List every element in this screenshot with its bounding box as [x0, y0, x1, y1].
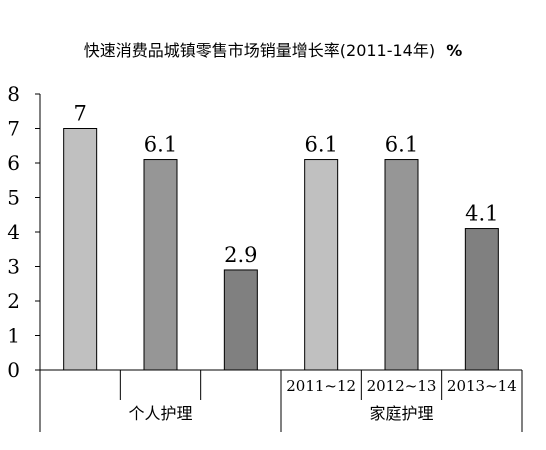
bar	[223, 269, 258, 371]
chart-title: 快速消费品城镇零售市场销量增长率(2011-14年) %	[84, 41, 462, 60]
bar	[63, 128, 98, 371]
y-tick-label: 1	[7, 324, 20, 348]
data-label: 6.1	[304, 133, 337, 157]
y-tick-label: 5	[7, 186, 20, 210]
y-tick-label: 2	[7, 289, 20, 313]
y-tick-label: 0	[7, 358, 20, 382]
bar	[304, 159, 339, 371]
y-tick-label: 3	[7, 255, 20, 279]
plot-area: 0 1 2 3 4 5 6 7 8 7 6.1 2.9 个人护理 6.1 2011~12 6.1 2012~13…	[7, 82, 523, 432]
data-label: 2.9	[224, 243, 257, 267]
data-label: 4.1	[465, 202, 498, 226]
data-label: 7	[73, 102, 86, 126]
data-label: 6.1	[385, 133, 418, 157]
chart-title-unit: %	[446, 41, 462, 60]
bar	[464, 228, 499, 371]
x-category-label: 2011~12	[286, 377, 356, 395]
y-tick-label: 7	[7, 117, 20, 141]
y-tick-label: 4	[7, 220, 20, 244]
y-tick-label: 8	[7, 82, 20, 106]
y-tick-label: 6	[7, 151, 20, 175]
bar	[384, 159, 419, 371]
bar	[143, 159, 178, 371]
data-label: 6.1	[144, 133, 177, 157]
x-category-label: 2013~14	[447, 377, 517, 395]
x-group-label: 家庭护理	[369, 404, 433, 423]
chart-title-text: 快速消费品城镇零售市场销量增长率(2011-14年)	[84, 41, 435, 60]
x-category-label: 2012~13	[367, 377, 437, 395]
x-group-label: 个人护理	[128, 404, 192, 423]
